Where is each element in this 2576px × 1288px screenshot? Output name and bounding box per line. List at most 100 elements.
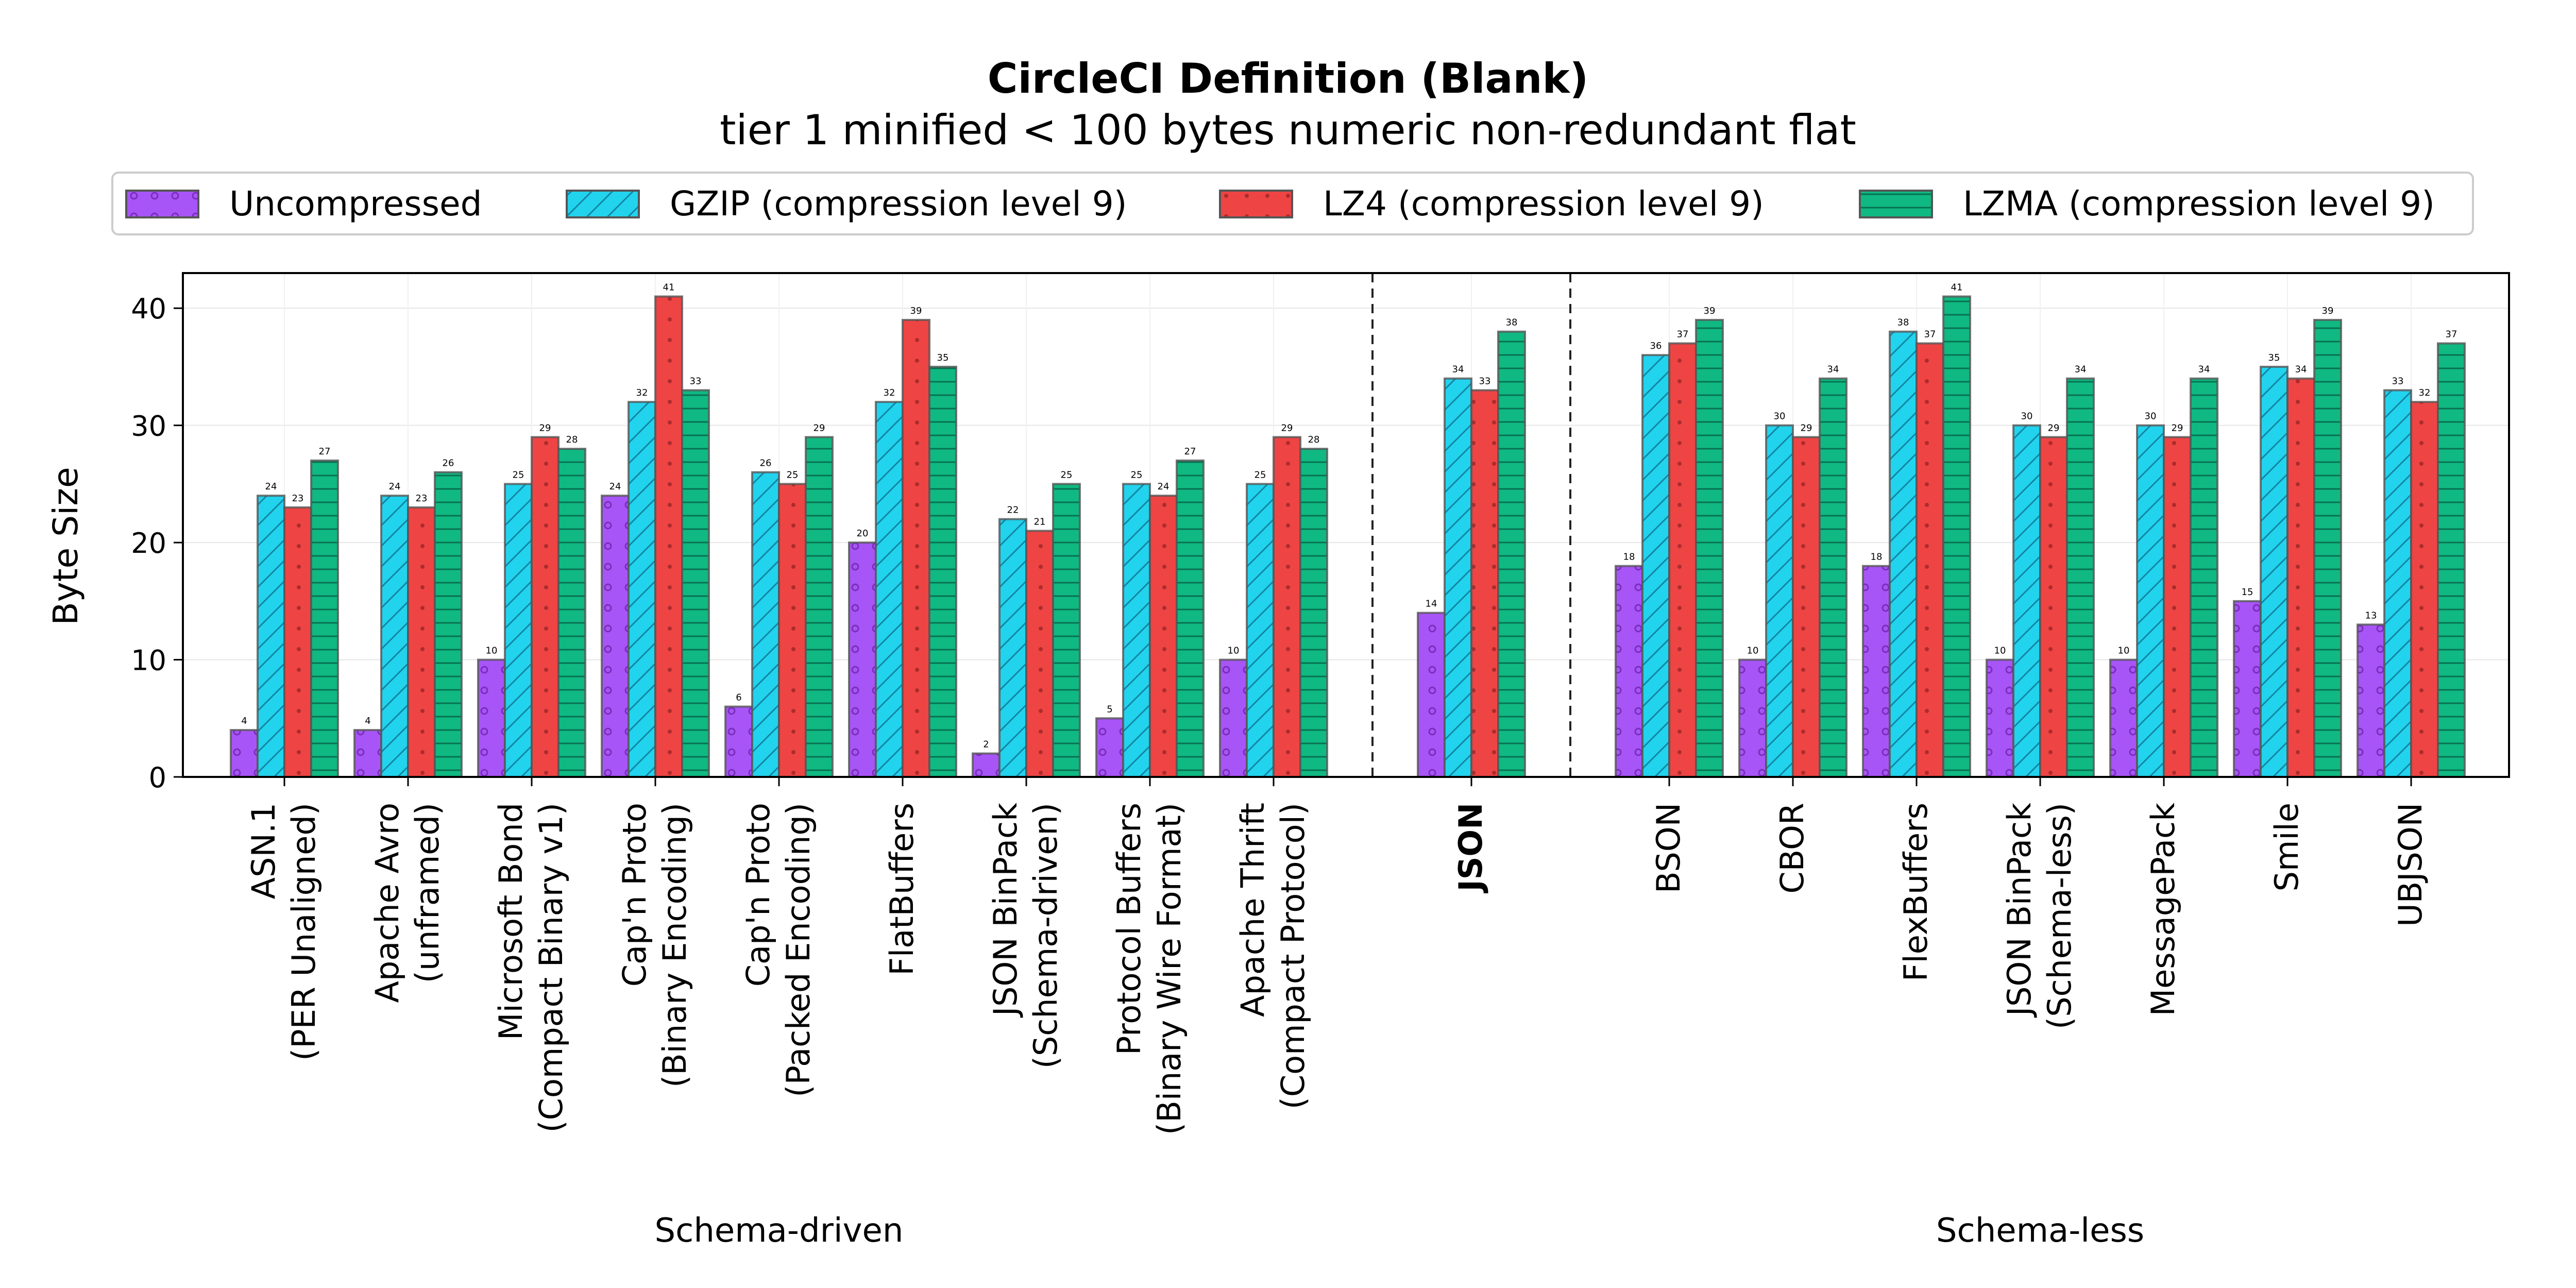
bar xyxy=(257,495,285,778)
bar xyxy=(654,295,683,778)
data-label: 41 xyxy=(1951,282,1963,293)
bar xyxy=(2286,377,2315,778)
data-label: 29 xyxy=(2048,422,2060,433)
data-label: 29 xyxy=(1281,422,1293,433)
bar-pattern xyxy=(1246,483,1275,778)
bar-pattern xyxy=(601,495,630,778)
bar-pattern xyxy=(434,471,463,778)
legend-label: LZMA (compression level 9) xyxy=(1963,184,2435,224)
bar-pattern xyxy=(283,506,312,778)
bar-pattern xyxy=(257,495,285,778)
data-label: 34 xyxy=(2198,364,2210,375)
category-label: Apache Thrift xyxy=(1234,803,1272,1017)
data-label: 39 xyxy=(1704,306,1716,316)
bar-pattern xyxy=(2410,401,2439,778)
bar xyxy=(1052,483,1081,778)
bar xyxy=(1668,342,1697,778)
bar xyxy=(2109,658,2138,778)
data-label: 34 xyxy=(2075,364,2087,375)
bar-pattern xyxy=(1299,448,1328,778)
data-label: 10 xyxy=(2118,646,2130,656)
data-label: 34 xyxy=(1452,364,1464,375)
bar-pattern xyxy=(1942,295,1971,778)
bar-pattern xyxy=(2012,424,2041,778)
y-axis: 0 10 20 30 40 xyxy=(131,272,2510,794)
bar xyxy=(998,518,1027,778)
bar-pattern xyxy=(2313,318,2342,778)
data-label: 34 xyxy=(1827,364,1839,375)
bar-pattern xyxy=(2163,436,2192,778)
bar xyxy=(2437,342,2466,778)
group-label: Schema-driven xyxy=(655,1212,904,1250)
legend-label: LZ4 (compression level 9) xyxy=(1323,184,1764,224)
y-tick-label: 20 xyxy=(131,527,166,560)
bar xyxy=(2357,623,2385,778)
data-label: 5 xyxy=(1107,704,1112,715)
category-label: Apache Avro xyxy=(368,803,406,1003)
data-label: 10 xyxy=(1994,646,2006,656)
bar-pattern xyxy=(2039,436,2068,778)
bar xyxy=(504,483,533,778)
bar xyxy=(2039,436,2068,778)
bar xyxy=(1122,483,1151,778)
bar xyxy=(902,318,930,778)
bar xyxy=(2163,436,2192,778)
bar-pattern xyxy=(2286,377,2315,778)
data-label: 13 xyxy=(2365,610,2377,621)
bar xyxy=(1299,448,1328,778)
data-label: 30 xyxy=(1774,411,1786,422)
bar-pattern xyxy=(1889,330,1918,778)
data-label: 34 xyxy=(2295,364,2307,375)
bar xyxy=(1176,459,1205,778)
data-label: 35 xyxy=(2268,352,2280,363)
y-axis-label: Byte Size xyxy=(46,467,86,625)
bar-pattern xyxy=(2066,377,2095,778)
bar-pattern xyxy=(928,365,957,778)
bar-pattern xyxy=(751,471,780,778)
bar-pattern xyxy=(1819,377,1848,778)
bar xyxy=(2136,424,2165,778)
bar xyxy=(2383,389,2412,778)
bar xyxy=(1149,495,1178,778)
bar xyxy=(928,365,957,778)
bar-pattern xyxy=(1497,330,1526,778)
bar xyxy=(1470,389,1499,778)
y-tick-label: 10 xyxy=(131,645,166,677)
legend-swatch-pattern xyxy=(1219,190,1293,218)
bar-pattern xyxy=(1122,483,1151,778)
bar xyxy=(1273,436,1301,778)
bar-pattern xyxy=(724,705,753,778)
data-label: 29 xyxy=(2172,422,2183,433)
bar xyxy=(875,401,904,778)
bar-pattern xyxy=(1668,342,1697,778)
bar xyxy=(2313,318,2342,778)
bar-pattern xyxy=(1641,354,1670,778)
bar xyxy=(380,495,409,778)
bar xyxy=(230,729,259,778)
data-label: 36 xyxy=(1650,341,1662,351)
legend-swatch-pattern xyxy=(566,190,640,218)
data-label: 6 xyxy=(736,692,741,703)
data-label: 27 xyxy=(319,446,331,457)
data-label: 25 xyxy=(1131,469,1143,480)
category-label: JSON BinPack xyxy=(987,803,1024,1018)
bar-pattern xyxy=(1792,436,1821,778)
bar-pattern xyxy=(1095,717,1124,778)
data-label: 28 xyxy=(1308,434,1320,445)
data-label: 38 xyxy=(1506,317,1518,328)
bar-pattern xyxy=(1052,483,1081,778)
bar-pattern xyxy=(2260,365,2289,778)
legend-item: LZ4 (compression level 9) xyxy=(1219,184,1764,224)
category-label: (Binary Encoding) xyxy=(656,803,693,1088)
bar-pattern xyxy=(1273,436,1301,778)
data-label: 39 xyxy=(2322,306,2334,316)
bar xyxy=(557,448,586,778)
data-label: 33 xyxy=(2392,376,2404,386)
y-tick-label: 0 xyxy=(149,761,166,794)
data-label: 21 xyxy=(1034,516,1046,527)
bar xyxy=(1695,318,1724,778)
bar-pattern xyxy=(2383,389,2412,778)
data-label: 24 xyxy=(1158,481,1170,492)
bar xyxy=(2260,365,2289,778)
